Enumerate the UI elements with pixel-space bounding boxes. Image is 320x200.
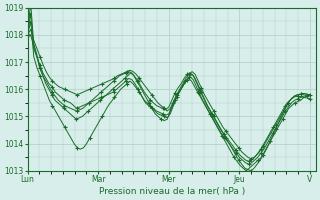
X-axis label: Pression niveau de la mer( hPa ): Pression niveau de la mer( hPa ) [99, 187, 245, 196]
